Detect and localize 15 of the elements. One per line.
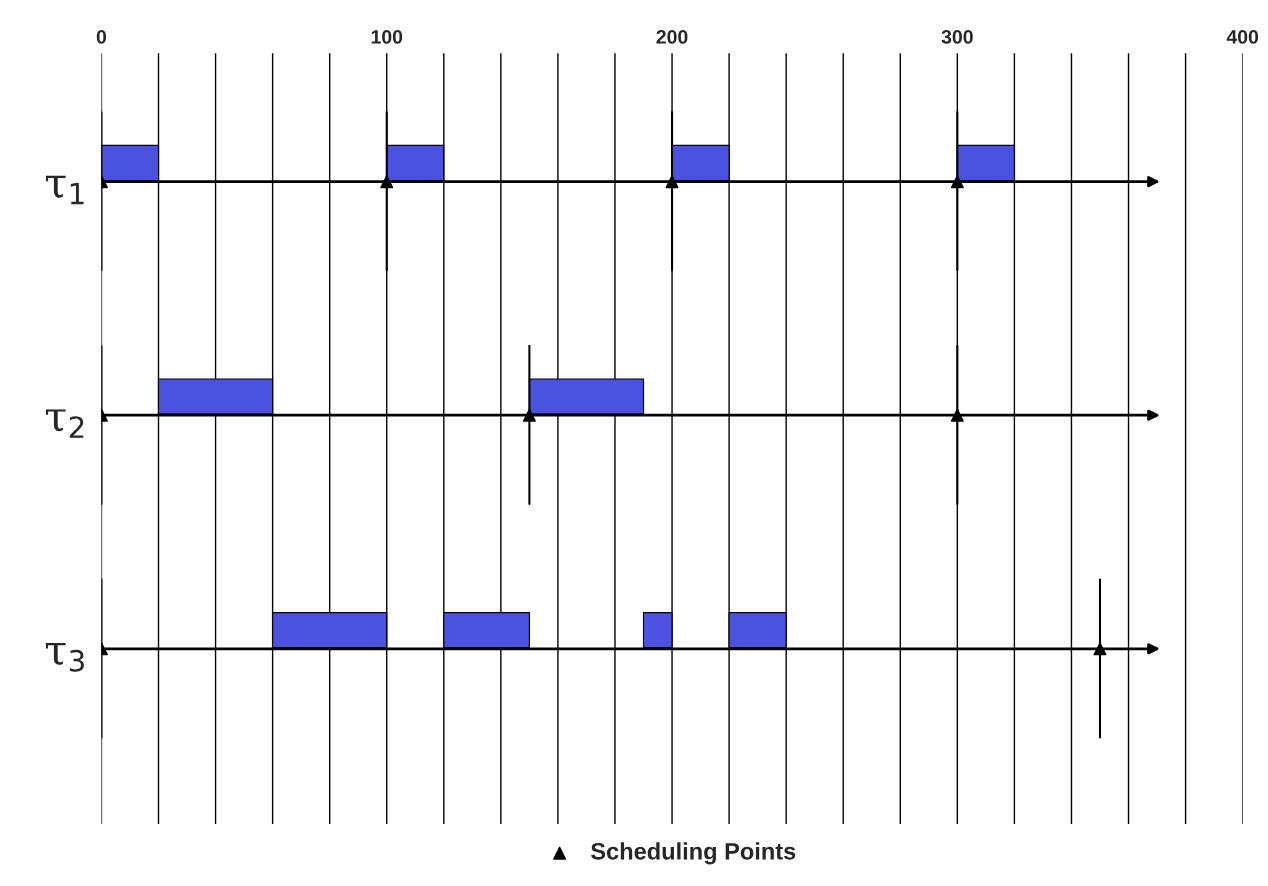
x-tick-label: 300 (941, 29, 973, 44)
y-tick-label: τ$_{1}$ (45, 175, 84, 205)
y-tick-label: τ$_{2}$ (45, 409, 84, 438)
point (950, 175, 964, 189)
point (665, 175, 679, 189)
x-tick-label: 100 (371, 29, 403, 44)
y-tick-label: τ$_{3}$ (45, 642, 84, 672)
point (522, 408, 536, 422)
x-tick-label: 400 (1226, 29, 1259, 44)
x-tick-label: 200 (656, 29, 688, 44)
point (1093, 642, 1107, 656)
legend-label: Scheduling Points (591, 842, 796, 865)
x-tick-label: 0 (96, 29, 107, 44)
point (950, 408, 964, 422)
point (380, 175, 394, 189)
